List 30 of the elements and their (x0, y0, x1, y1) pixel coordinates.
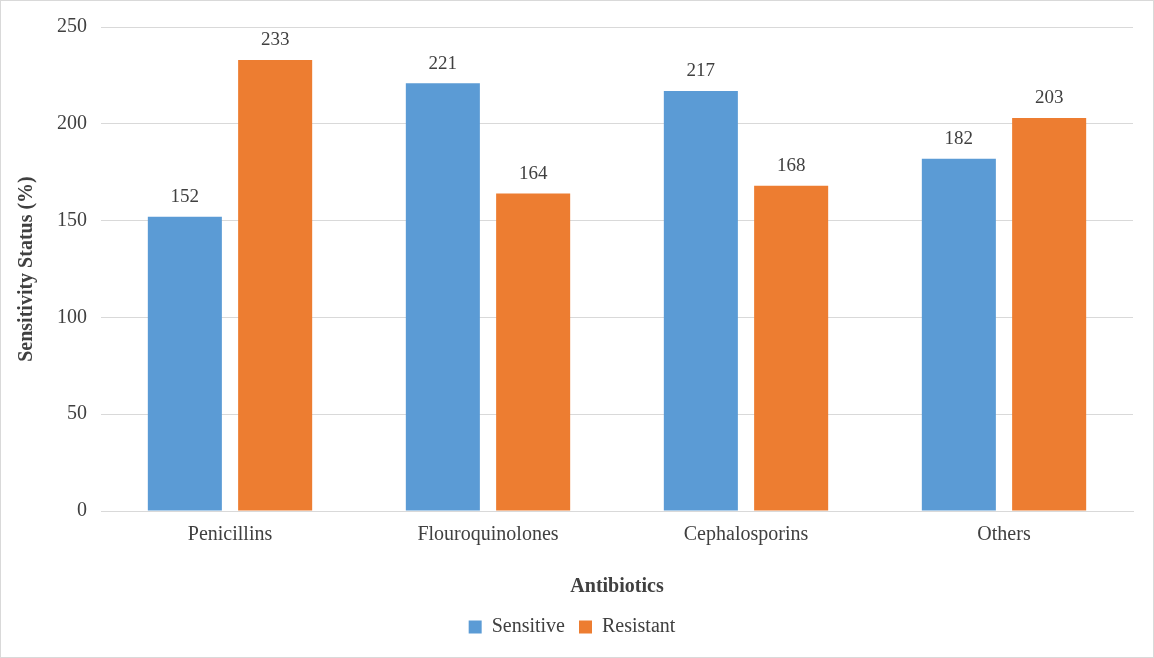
bar (147, 216, 222, 511)
bar (663, 90, 738, 511)
x-tick-label: Cephalosporins (683, 522, 809, 546)
data-label: 182 (944, 127, 974, 149)
data-label: 203 (1034, 86, 1064, 108)
y-tick-label: 50 (67, 401, 87, 424)
data-label: 152 (170, 185, 200, 207)
x-tick-label: Flouroquinolones (417, 522, 559, 546)
data-label: 217 (686, 59, 716, 81)
data-label: 233 (260, 28, 290, 50)
bar (754, 185, 829, 511)
x-axis-title: Antibiotics (570, 574, 664, 597)
data-label: 168 (776, 154, 806, 176)
bar (405, 83, 480, 511)
y-axis-title: Sensitivity Status (%) (14, 176, 38, 362)
x-tick-label: Others (977, 522, 1031, 545)
data-label: 164 (518, 161, 548, 183)
bar (921, 158, 996, 511)
bar (1012, 117, 1087, 511)
y-tick-label: 150 (57, 207, 87, 230)
legend-label: Resistant (602, 614, 676, 637)
y-tick-label: 100 (57, 304, 87, 327)
bar (238, 59, 313, 511)
data-label: 221 (428, 51, 458, 73)
x-tick-label: Penicillins (187, 522, 273, 545)
bar (496, 193, 571, 511)
y-tick-label: 250 (57, 14, 87, 37)
y-tick-label: 0 (77, 498, 87, 521)
y-tick-label: 200 (57, 111, 87, 134)
legend-label: Sensitive (491, 614, 566, 637)
